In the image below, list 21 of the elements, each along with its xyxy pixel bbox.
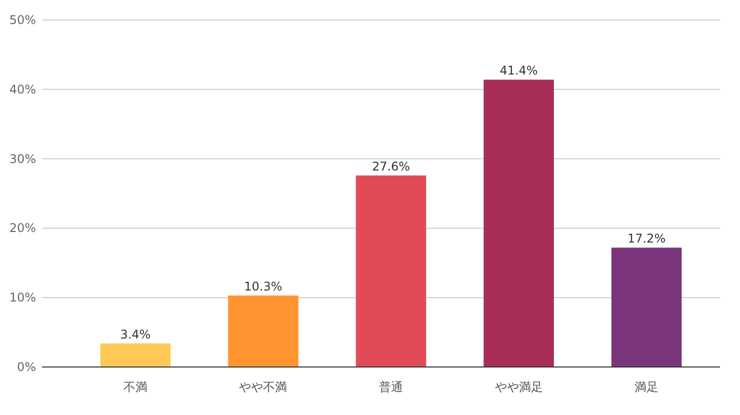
y-tick-label: 50% bbox=[9, 13, 36, 27]
data-label: 10.3% bbox=[244, 280, 282, 294]
bar bbox=[100, 343, 171, 367]
bar bbox=[228, 296, 298, 367]
x-tick-label: 不満 bbox=[123, 380, 148, 394]
y-tick-label: 40% bbox=[9, 82, 36, 96]
x-tick-label: 満足 bbox=[634, 380, 659, 394]
x-tick-label: 普通 bbox=[379, 380, 403, 394]
y-tick-label: 0% bbox=[16, 360, 36, 374]
x-tick-label: やや満足 bbox=[494, 380, 543, 394]
x-tick-label: やや不満 bbox=[239, 380, 288, 394]
data-label: 17.2% bbox=[627, 232, 666, 246]
bar bbox=[356, 175, 426, 367]
data-label: 3.4% bbox=[120, 327, 151, 342]
y-tick-label: 30% bbox=[9, 152, 36, 166]
y-tick-label: 10% bbox=[9, 290, 36, 305]
bar bbox=[611, 248, 682, 367]
bar bbox=[484, 80, 554, 367]
data-label: 41.4% bbox=[500, 64, 538, 78]
data-label: 27.6% bbox=[372, 159, 410, 174]
y-tick-label: 20% bbox=[9, 221, 36, 236]
